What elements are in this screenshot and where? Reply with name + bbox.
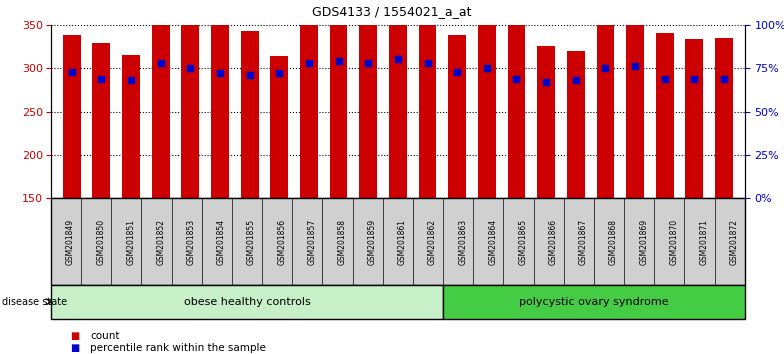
Bar: [152, 0, 169, 198]
Point: [599, 65, 612, 71]
Point: [481, 65, 493, 71]
Point: [659, 76, 671, 81]
Text: ■: ■: [71, 343, 80, 353]
Text: GSM201849: GSM201849: [66, 218, 75, 265]
Text: GSM201865: GSM201865: [518, 218, 528, 265]
Text: GSM201861: GSM201861: [398, 219, 407, 264]
Point: [362, 60, 375, 66]
Bar: [359, 0, 377, 198]
Bar: [537, 46, 555, 198]
Text: GSM201872: GSM201872: [730, 219, 739, 264]
Text: GSM201867: GSM201867: [579, 218, 588, 265]
Text: GSM201869: GSM201869: [639, 218, 648, 265]
Bar: [241, 31, 259, 198]
Point: [421, 60, 434, 66]
Text: GSM201866: GSM201866: [549, 218, 557, 265]
Text: GSM201851: GSM201851: [126, 219, 136, 264]
Point: [273, 70, 285, 76]
Point: [303, 60, 315, 66]
Bar: [656, 33, 673, 198]
Text: GSM201871: GSM201871: [699, 219, 709, 264]
Text: polycystic ovary syndrome: polycystic ovary syndrome: [519, 297, 669, 307]
Point: [154, 60, 167, 66]
Point: [688, 76, 701, 81]
Bar: [330, 0, 347, 198]
Point: [510, 76, 523, 81]
Point: [125, 78, 137, 83]
Bar: [597, 0, 615, 198]
Text: disease state: disease state: [2, 297, 67, 307]
Text: GSM201853: GSM201853: [187, 218, 196, 265]
Text: GSM201863: GSM201863: [458, 218, 467, 265]
Point: [95, 76, 107, 81]
Text: GSM201855: GSM201855: [247, 218, 256, 265]
Text: GSM201854: GSM201854: [217, 218, 226, 265]
Text: GSM201870: GSM201870: [670, 218, 678, 265]
Text: GSM201850: GSM201850: [96, 218, 105, 265]
Point: [569, 78, 582, 83]
Bar: [270, 56, 289, 198]
Bar: [685, 39, 703, 198]
Text: GSM201856: GSM201856: [278, 218, 286, 265]
Point: [184, 65, 197, 71]
Bar: [300, 0, 318, 198]
Point: [451, 69, 463, 74]
Bar: [181, 3, 199, 198]
Bar: [93, 43, 111, 198]
Bar: [122, 55, 140, 198]
Text: ■: ■: [71, 331, 80, 341]
Bar: [211, 0, 229, 198]
Point: [629, 64, 641, 69]
Text: GSM201862: GSM201862: [428, 219, 437, 264]
Bar: [389, 0, 407, 198]
Text: GSM201857: GSM201857: [307, 218, 317, 265]
Bar: [448, 35, 466, 198]
Text: GSM201852: GSM201852: [157, 219, 165, 264]
Bar: [507, 7, 525, 198]
Bar: [478, 13, 495, 198]
Text: GSM201858: GSM201858: [338, 219, 347, 264]
Bar: [715, 38, 733, 198]
Text: obese healthy controls: obese healthy controls: [183, 297, 310, 307]
Point: [243, 72, 256, 78]
Point: [540, 79, 553, 85]
Text: percentile rank within the sample: percentile rank within the sample: [90, 343, 266, 353]
Point: [391, 57, 404, 62]
Bar: [626, 0, 644, 198]
Text: GDS4133 / 1554021_a_at: GDS4133 / 1554021_a_at: [312, 5, 472, 18]
Point: [332, 58, 345, 64]
Text: GSM201864: GSM201864: [488, 218, 497, 265]
Text: count: count: [90, 331, 120, 341]
Bar: [419, 0, 437, 198]
Point: [718, 76, 731, 81]
Text: GSM201868: GSM201868: [609, 219, 618, 264]
Text: GSM201859: GSM201859: [368, 218, 377, 265]
Point: [214, 70, 227, 76]
Point: [65, 69, 78, 74]
Bar: [63, 35, 81, 198]
Bar: [567, 51, 585, 198]
